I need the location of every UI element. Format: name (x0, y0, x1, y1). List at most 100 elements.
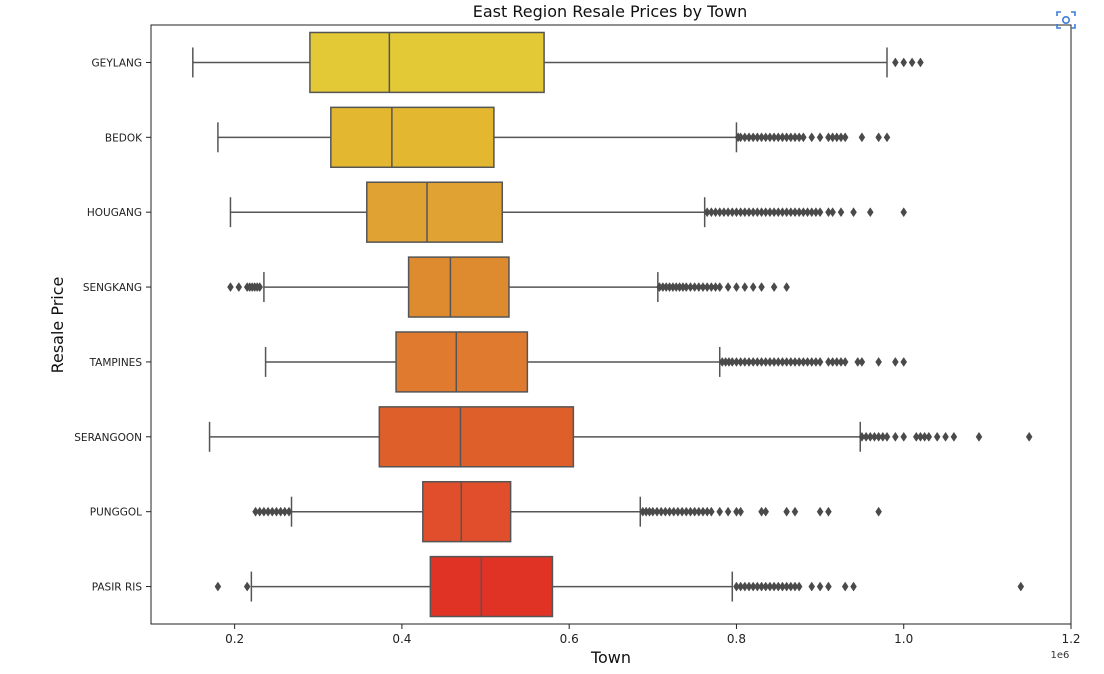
plot-area-frame (150, 24, 1072, 625)
box-serangoon (208, 406, 1033, 468)
box-tampines (264, 331, 908, 393)
iqr-box (330, 106, 495, 169)
outlier-point (285, 506, 293, 517)
outlier-point (900, 431, 908, 442)
outlier-point (925, 431, 933, 442)
outlier-point (858, 356, 866, 367)
outlier-point (1025, 431, 1033, 442)
box-hougang (229, 181, 908, 243)
outlier-point (816, 581, 824, 592)
y-tick-label: TAMPINES (89, 357, 143, 369)
outlier-point (235, 282, 243, 293)
x-tick-label: 0.2 (225, 632, 244, 646)
y-tick-label: HOUGANG (87, 207, 142, 219)
outlier-point (942, 431, 949, 442)
outlier-point (917, 57, 924, 68)
outlier-point (800, 132, 807, 143)
iqr-box (395, 331, 529, 393)
outlier-point (808, 581, 816, 592)
outlier-point (256, 282, 264, 293)
y-tick-label: SENGKANG (83, 282, 142, 294)
outlier-point (716, 506, 724, 517)
y-axis-category-labels: GEYLANG BEDOK HOUGANG SENGKANG TAMPINES SERAN… (74, 57, 151, 594)
iqr-box (407, 256, 510, 318)
iqr-box (378, 406, 575, 468)
iqr-box (422, 480, 512, 543)
x-tick-label: 0.4 (392, 632, 411, 646)
x-tick-label: 0.8 (727, 632, 746, 646)
y-tick-label: PASIR RIS (92, 582, 143, 594)
iqr-box (309, 31, 545, 94)
outlier-point (816, 207, 824, 218)
outlier-point (850, 207, 857, 218)
outlier-point (770, 282, 778, 293)
outlier-point (850, 581, 857, 592)
outlier-point (749, 282, 757, 293)
outlier-point (795, 581, 803, 592)
outlier-point (227, 282, 234, 293)
outlier-point (825, 581, 832, 592)
y-tick-label: BEDOK (105, 132, 143, 144)
outlier-point (243, 581, 251, 592)
outlier-point (791, 506, 799, 517)
outlier-point (758, 282, 765, 293)
outlier-point (875, 356, 882, 367)
outlier-point (841, 132, 849, 143)
outlier-point (975, 431, 983, 442)
outlier-point (783, 506, 790, 517)
outlier-point (816, 356, 824, 367)
outlier-point (783, 282, 790, 293)
outlier-point (708, 506, 715, 517)
outlier-point (841, 356, 849, 367)
outlier-point (1017, 581, 1025, 592)
box-bedok (217, 106, 891, 169)
x-tick-label: 1.2 (1061, 632, 1080, 646)
outlier-point (733, 282, 740, 293)
outlier-point (858, 132, 866, 143)
box-punggol (252, 480, 882, 543)
outlier-point (214, 581, 222, 592)
outlier-point (892, 431, 899, 442)
outlier-point (825, 506, 832, 517)
outlier-point (716, 282, 724, 293)
outlier-point (875, 132, 882, 143)
outlier-point (816, 132, 824, 143)
outlier-point (875, 506, 882, 517)
x-axis-ticks: 0.2 0.4 0.6 0.8 1.0 1.2 (225, 624, 1081, 646)
outlier-point (724, 282, 732, 293)
chart-title: East Region Resale Prices by Town (473, 2, 747, 21)
screenshot-capture-icon[interactable] (1054, 8, 1078, 32)
y-tick-label: GEYLANG (92, 57, 142, 69)
outlier-point (837, 207, 845, 218)
outlier-point (866, 207, 874, 218)
outlier-point (737, 506, 744, 517)
box-sengkang (227, 256, 790, 318)
box-pasir-ris (214, 555, 1025, 618)
outlier-point (762, 506, 770, 517)
box-geylang (192, 31, 924, 94)
box-series (192, 31, 1033, 618)
x-tick-label: 0.6 (560, 632, 579, 646)
x-tick-label: 1.0 (894, 632, 913, 646)
y-tick-label: PUNGGOL (90, 507, 142, 519)
outlier-point (816, 506, 824, 517)
outlier-point (892, 356, 899, 367)
x-axis-offset-label: 1e6 (1051, 650, 1070, 661)
outlier-point (883, 431, 891, 442)
outlier-point (829, 207, 836, 218)
x-axis-label: Town (590, 648, 631, 667)
outlier-point (900, 207, 908, 218)
outlier-point (908, 57, 916, 68)
y-tick-label: SERANGOON (74, 432, 142, 444)
iqr-box (366, 181, 504, 243)
outlier-point (950, 431, 958, 442)
outlier-point (933, 431, 941, 442)
outlier-point (741, 282, 749, 293)
outlier-point (892, 57, 899, 68)
outlier-point (724, 506, 732, 517)
outlier-point (883, 132, 891, 143)
outlier-point (841, 581, 849, 592)
outlier-point (808, 132, 816, 143)
outlier-point (900, 57, 908, 68)
